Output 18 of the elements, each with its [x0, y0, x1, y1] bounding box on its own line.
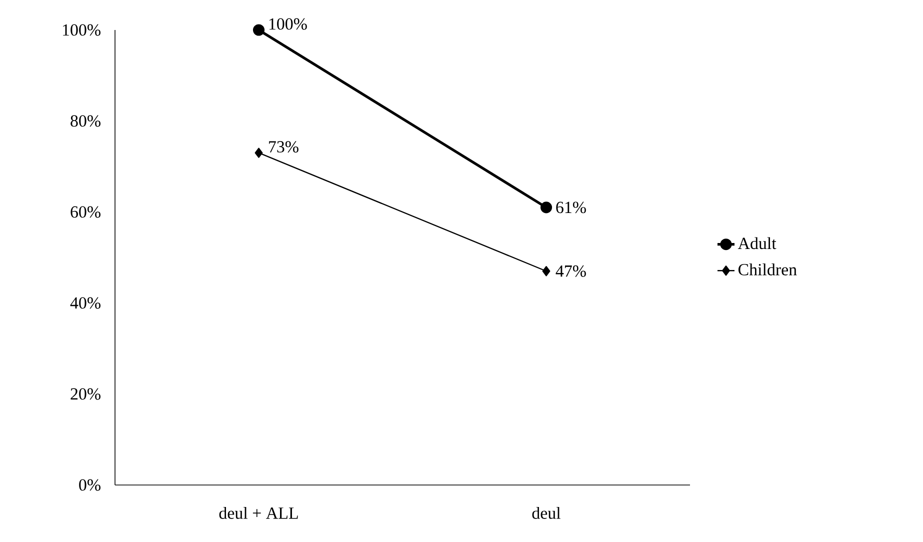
y-tick-label: 20%	[70, 388, 100, 400]
point	[542, 266, 550, 276]
y-tick-label: 80%	[70, 115, 100, 127]
data-label: 100%	[269, 18, 307, 30]
y-tick-label: 100%	[63, 24, 100, 36]
legend-label: Children	[738, 263, 797, 276]
point	[254, 148, 263, 158]
x-tick-label: deul + ALL	[219, 506, 298, 519]
point	[540, 202, 552, 214]
data-label: 61%	[556, 202, 586, 214]
legend-label: Adult	[738, 237, 776, 250]
y-tick-label: 0%	[79, 479, 100, 491]
data-label: 47%	[556, 265, 586, 277]
x-tick-label: deul	[532, 506, 560, 519]
point	[252, 24, 265, 36]
data-label: 73%	[269, 141, 298, 153]
y-tick-label: 40%	[70, 297, 100, 309]
y-tick-label: 60%	[70, 206, 100, 218]
